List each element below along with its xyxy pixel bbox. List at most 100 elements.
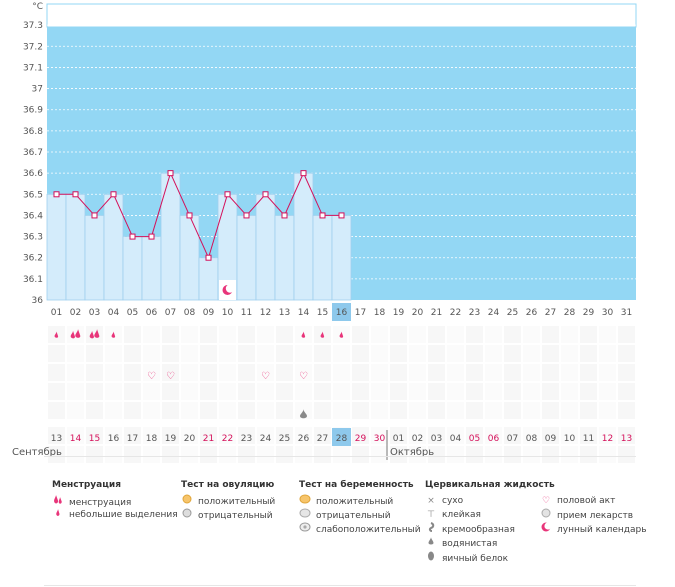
marker-cell — [313, 344, 332, 363]
negative-test-icon — [181, 508, 193, 523]
date-label: 13 — [51, 434, 62, 444]
current-date-highlight — [332, 428, 351, 446]
legend-ovulation: Тест на овуляцию положительный отрицател… — [181, 480, 275, 522]
marker-cell — [446, 426, 465, 445]
y-tick-label: 36.7 — [23, 148, 43, 158]
cycle-day-label: 24 — [488, 308, 500, 318]
marker-cell — [617, 401, 636, 420]
marker-cell — [199, 325, 218, 344]
heavy-drop-icon — [52, 494, 64, 510]
marker-cell — [142, 401, 161, 420]
y-tick-label: 37.1 — [23, 63, 43, 73]
temp-bar — [312, 215, 333, 301]
temperature-point — [110, 191, 117, 198]
legend-item: кремообразная — [425, 522, 555, 536]
marker-cell — [161, 382, 180, 401]
marker-cell — [560, 426, 579, 445]
y-tick-label: 36.5 — [23, 190, 43, 200]
cycle-day-label: 14 — [298, 308, 310, 318]
marker-cell — [218, 426, 237, 445]
marker-cell — [294, 445, 313, 464]
y-tick-label: 36 — [32, 296, 44, 306]
footer-divider — [44, 585, 636, 586]
y-unit-label: °C — [32, 2, 43, 12]
marker-cell — [522, 426, 541, 445]
marker-cell — [123, 445, 142, 464]
marker-cell — [598, 344, 617, 363]
date-label: 17 — [127, 434, 138, 444]
heavy-drop-icon — [89, 330, 94, 339]
marker-cell — [541, 426, 560, 445]
marker-cell — [218, 401, 237, 420]
marker-cell — [66, 363, 85, 382]
marker-cell — [104, 363, 123, 382]
legend-item: менструация — [52, 494, 178, 508]
marker-cell — [541, 325, 560, 344]
marker-cell — [294, 382, 313, 401]
marker-cell — [85, 363, 104, 382]
marker-cell — [408, 401, 427, 420]
marker-cell — [275, 363, 294, 382]
marker-cell — [560, 344, 579, 363]
date-label: 14 — [70, 434, 82, 444]
marker-cell — [389, 401, 408, 420]
cycle-day-label: 27 — [545, 308, 556, 318]
cycle-day-label: 02 — [70, 308, 81, 318]
marker-cell — [617, 344, 636, 363]
marker-cell — [104, 401, 123, 420]
cycle-day-label: 12 — [260, 308, 271, 318]
marker-cell — [465, 382, 484, 401]
y-tick-label: 37.3 — [23, 21, 43, 31]
marker-cell — [47, 344, 66, 363]
marker-cell — [123, 426, 142, 445]
negative-test-icon — [299, 508, 311, 523]
heart-icon: ♡ — [299, 371, 308, 382]
marker-cell — [351, 445, 370, 464]
marker-cell — [617, 445, 636, 464]
marker-cell — [199, 401, 218, 420]
marker-cell — [427, 426, 446, 445]
marker-cell — [199, 344, 218, 363]
legend-menstruation: Менструация менструация небольшие выделе… — [52, 480, 178, 522]
moon-icon — [540, 522, 552, 537]
marker-cell — [370, 363, 389, 382]
date-label: 01 — [393, 434, 404, 444]
creamy-icon — [425, 522, 437, 537]
date-label: 06 — [488, 434, 500, 444]
marker-cell — [389, 344, 408, 363]
marker-cell — [199, 382, 218, 401]
light-drop-icon — [320, 331, 325, 338]
temp-bar — [236, 215, 257, 301]
marker-cell — [180, 344, 199, 363]
marker-cell — [47, 401, 66, 420]
marker-cell — [180, 445, 199, 464]
marker-cell — [427, 344, 446, 363]
cycle-day-label: 06 — [146, 308, 158, 318]
marker-cell — [123, 382, 142, 401]
marker-cell — [161, 325, 180, 344]
marker-cell — [579, 426, 598, 445]
marker-cell — [142, 325, 161, 344]
legend-label: положительный — [198, 497, 276, 507]
marker-cell — [427, 382, 446, 401]
marker-cell — [389, 382, 408, 401]
month-label-september: Сентябрь — [12, 447, 62, 458]
date-label: 11 — [583, 434, 594, 444]
marker-cell — [142, 445, 161, 464]
egg-white-icon — [425, 550, 437, 566]
marker-cell — [332, 445, 351, 464]
y-tick-label: 36.4 — [23, 211, 43, 221]
legend-item: ⊤ клейкая — [425, 508, 555, 522]
temp-bar — [179, 215, 200, 301]
marker-cell — [66, 445, 85, 464]
date-label: 12 — [602, 434, 613, 444]
marker-cell — [560, 445, 579, 464]
marker-cell — [465, 426, 484, 445]
marker-cell — [237, 363, 256, 382]
marker-cell — [218, 363, 237, 382]
marker-cell — [218, 382, 237, 401]
date-row-divider — [44, 456, 636, 457]
marker-cell — [199, 445, 218, 464]
legend-label: кремообразная — [442, 525, 515, 535]
